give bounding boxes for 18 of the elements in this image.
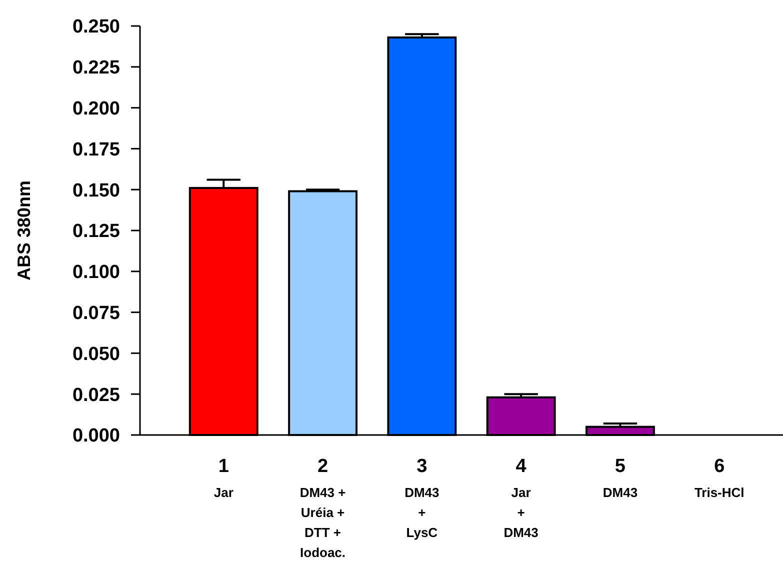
y-axis-title: ABS 380nm xyxy=(14,180,34,281)
x-tick-label: 6 Tris-HCl xyxy=(694,456,744,500)
x-tick-label: 3 DM43 + LysC xyxy=(404,456,440,540)
y-tick-label: 0.200 xyxy=(72,98,120,120)
x-tick-label: 5 DM43 xyxy=(602,456,638,500)
y-tick-label: 0.125 xyxy=(72,221,120,242)
y-tick-label: 0.250 xyxy=(72,16,120,38)
x-tick-label: 2 DM43 + Uréia + DTT + Iodoac. xyxy=(300,456,346,560)
y-tick-label: 0.100 xyxy=(72,262,120,284)
y-tick-label: 0.150 xyxy=(72,180,120,202)
y-tick-label: 0.025 xyxy=(72,384,120,406)
x-tick-label: 1 Jar xyxy=(214,456,234,500)
y-tick-label: 0.000 xyxy=(72,426,120,447)
y-tick-label: 0.225 xyxy=(72,58,120,79)
y-tick-label: 0.175 xyxy=(72,139,120,160)
x-tick-label: 4 Jar + DM43 xyxy=(504,456,538,540)
y-tick-label: 0.075 xyxy=(72,302,120,324)
y-tick-label: 0.050 xyxy=(72,344,120,365)
